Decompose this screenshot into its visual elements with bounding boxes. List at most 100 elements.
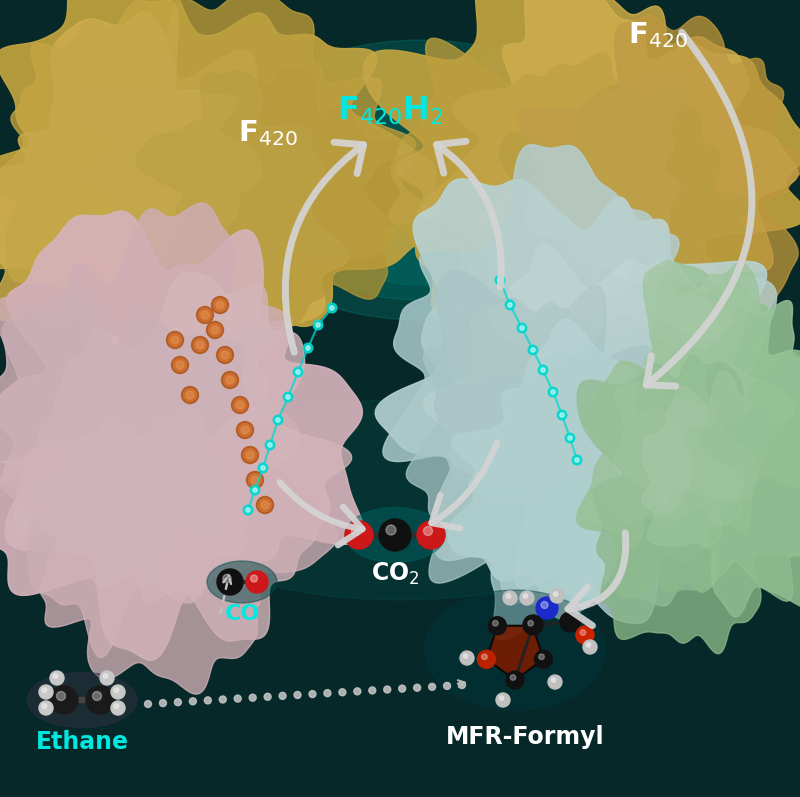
Circle shape (496, 693, 510, 707)
Polygon shape (423, 244, 777, 623)
Circle shape (86, 686, 114, 714)
Circle shape (243, 449, 257, 461)
Circle shape (499, 696, 504, 701)
Circle shape (548, 675, 562, 689)
Circle shape (231, 396, 249, 414)
Circle shape (384, 686, 390, 693)
Polygon shape (5, 273, 352, 641)
Circle shape (250, 575, 258, 582)
Circle shape (524, 617, 542, 634)
Circle shape (234, 398, 246, 411)
Circle shape (538, 365, 548, 375)
Circle shape (316, 323, 320, 327)
Circle shape (327, 303, 337, 312)
Circle shape (50, 671, 64, 685)
Polygon shape (448, 319, 743, 640)
Circle shape (414, 684, 421, 691)
Circle shape (520, 591, 534, 605)
Circle shape (216, 301, 224, 309)
Circle shape (460, 651, 474, 665)
Circle shape (354, 688, 361, 695)
Circle shape (166, 332, 183, 348)
Circle shape (498, 278, 502, 282)
Text: Ethane: Ethane (35, 730, 129, 754)
Polygon shape (470, 85, 757, 347)
Circle shape (523, 615, 543, 635)
Circle shape (194, 339, 206, 351)
Ellipse shape (320, 155, 520, 285)
Circle shape (506, 300, 515, 310)
Circle shape (217, 569, 243, 595)
Circle shape (550, 589, 564, 603)
Polygon shape (0, 0, 262, 287)
Circle shape (508, 303, 512, 307)
Circle shape (531, 347, 535, 352)
Circle shape (386, 525, 396, 535)
Circle shape (534, 650, 553, 668)
Circle shape (226, 376, 234, 384)
Circle shape (294, 692, 301, 698)
Polygon shape (0, 211, 364, 660)
Circle shape (145, 701, 151, 708)
Circle shape (251, 476, 259, 484)
Circle shape (279, 693, 286, 699)
Circle shape (221, 351, 229, 359)
Polygon shape (383, 145, 730, 521)
Ellipse shape (150, 400, 650, 600)
Circle shape (528, 620, 534, 626)
Circle shape (190, 698, 196, 705)
Polygon shape (406, 270, 695, 612)
Circle shape (246, 451, 254, 459)
Circle shape (218, 348, 231, 362)
Circle shape (253, 488, 257, 493)
Text: CO$_2$: CO$_2$ (370, 561, 419, 587)
Circle shape (398, 685, 406, 692)
Circle shape (169, 333, 182, 347)
Polygon shape (0, 0, 439, 403)
Circle shape (204, 697, 211, 704)
Circle shape (276, 418, 280, 422)
Circle shape (111, 685, 125, 699)
Circle shape (222, 371, 238, 388)
Polygon shape (0, 285, 243, 658)
Circle shape (583, 640, 597, 654)
Circle shape (214, 299, 226, 312)
Circle shape (258, 463, 268, 473)
Circle shape (50, 686, 78, 714)
Text: CO: CO (226, 604, 261, 624)
Circle shape (560, 413, 564, 417)
Circle shape (242, 446, 258, 464)
Circle shape (114, 688, 118, 693)
FancyArrowPatch shape (437, 141, 501, 287)
Polygon shape (363, 0, 800, 382)
Circle shape (100, 671, 114, 685)
Ellipse shape (425, 590, 605, 710)
Circle shape (463, 654, 468, 658)
Circle shape (42, 704, 46, 709)
Circle shape (541, 602, 548, 608)
Polygon shape (518, 15, 800, 315)
Circle shape (219, 696, 226, 703)
Circle shape (339, 689, 346, 696)
Circle shape (580, 630, 586, 635)
Circle shape (568, 436, 572, 440)
Circle shape (197, 307, 214, 324)
Circle shape (246, 571, 268, 593)
Circle shape (528, 345, 538, 355)
Polygon shape (577, 355, 800, 654)
Circle shape (186, 391, 194, 399)
Polygon shape (81, 0, 416, 269)
Circle shape (171, 336, 179, 344)
Circle shape (103, 673, 108, 678)
Circle shape (234, 695, 242, 702)
FancyArrowPatch shape (646, 32, 752, 386)
Circle shape (249, 694, 256, 701)
Circle shape (236, 401, 244, 409)
Circle shape (443, 682, 450, 689)
Circle shape (518, 324, 526, 333)
Circle shape (560, 612, 580, 632)
Circle shape (258, 498, 271, 512)
Circle shape (369, 687, 376, 694)
Circle shape (503, 591, 517, 605)
Circle shape (250, 485, 260, 495)
